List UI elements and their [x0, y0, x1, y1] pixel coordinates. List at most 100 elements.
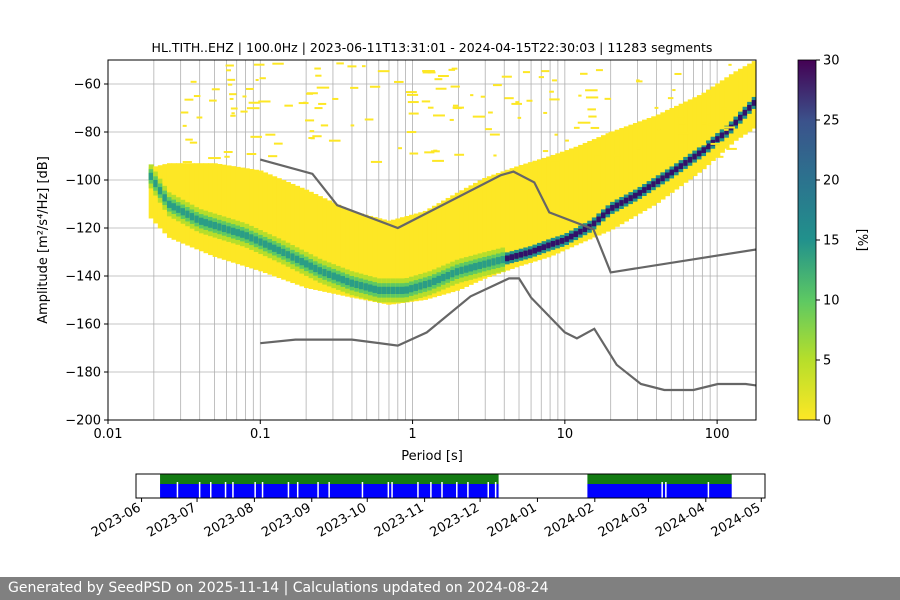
colorbar-label: [%] [854, 229, 869, 252]
psd-density-sparse [408, 112, 419, 115]
availability-bars [160, 474, 732, 498]
psd-density-high [313, 264, 319, 273]
psd-density-high [486, 259, 492, 267]
psd-density-low [299, 187, 305, 287]
psd-density-low [377, 218, 383, 303]
psd-density-low [518, 164, 524, 266]
psd-density-high [477, 261, 483, 270]
psd-density-high [381, 286, 387, 294]
psd-density-high [299, 258, 305, 266]
psd-density-low [600, 135, 607, 234]
psd-density-low [208, 163, 214, 256]
psd-density-peak [696, 150, 703, 157]
psd-density-high [230, 227, 237, 235]
psd-density-sparse [433, 114, 445, 117]
colorbar-tick-label: 20 [823, 174, 840, 189]
availability-gap [328, 482, 330, 498]
psd-density-low [500, 171, 506, 273]
psd-density-sparse [485, 128, 492, 131]
psd-density-low [322, 198, 328, 292]
psd-density-low [477, 180, 483, 281]
psd-density-peak [733, 119, 739, 126]
psd-density-low [235, 166, 241, 265]
psd-density-low [217, 163, 223, 259]
psd-density-high [185, 210, 191, 218]
psd-density-high [349, 279, 355, 287]
psd-density-sparse [190, 80, 197, 83]
psd-density-high [203, 219, 209, 227]
psd-density-low [331, 202, 337, 294]
availability-gap [487, 482, 489, 498]
availability-gap [430, 482, 432, 498]
psd-density-low [212, 163, 218, 257]
psd-density-low [404, 215, 410, 303]
psd-density-peak [605, 208, 611, 215]
psd-density-sparse [449, 118, 454, 121]
psd-density-peak [573, 231, 579, 237]
psd-density-sparse [180, 111, 189, 114]
psd-density-sparse [185, 138, 193, 141]
psd-density-low [591, 139, 597, 238]
psd-density-sparse [554, 133, 558, 136]
psd-density-high [473, 263, 479, 271]
psd-density-low [468, 185, 474, 285]
y-tick-label: −80 [74, 126, 101, 141]
psd-density-sparse [578, 94, 582, 97]
psd-density-low [372, 217, 378, 303]
psd-density-low [678, 103, 684, 187]
psd-density-high [262, 240, 269, 248]
psd-density-high [221, 224, 227, 233]
psd-density-low [724, 77, 730, 149]
availability-tick-label: 2024-03 [596, 500, 651, 540]
chart-title: HL.TITH..EHZ | 100.0Hz | 2023-06-11T13:3… [152, 40, 713, 55]
psd-density-high [308, 262, 314, 270]
colorbar-ticks: 0 5 10 15 20 25 30 [816, 54, 840, 429]
x-axis-ticks: 0.01 0.1 1 10 100 [94, 420, 730, 442]
psd-density-sparse [549, 90, 554, 93]
psd-density-sparse [361, 65, 366, 68]
psd-density-sparse [272, 62, 284, 65]
psd-density-sparse [448, 68, 456, 71]
psd-density-sparse [350, 124, 355, 127]
psd-density-low [541, 157, 547, 259]
psd-density-low [706, 89, 712, 166]
psd-density-sparse [636, 147, 641, 150]
footer-bar: Generated by SeedPSD on 2025-11-14 | Cal… [0, 577, 900, 600]
psd-density-high [208, 220, 214, 228]
psd-density-high [235, 229, 241, 237]
psd-density-low [367, 215, 374, 302]
colorbar-gradient [797, 59, 817, 421]
psd-density-low [335, 204, 342, 295]
psd-plot-area: 0.01 0.1 1 10 100 −60 −80 −100 −120 −140 −160 −180… [36, 59, 757, 464]
psd-density-sparse [318, 102, 327, 105]
psd-density-peak [642, 187, 648, 193]
psd-density-peak [610, 205, 616, 211]
colorbar: 0 5 10 15 20 25 30 [%] [797, 54, 869, 429]
y-tick-label: −180 [65, 366, 101, 381]
psd-density-low [632, 123, 639, 217]
psd-density-sparse [723, 128, 729, 131]
psd-density-low [326, 200, 333, 293]
psd-density-high [422, 281, 428, 289]
psd-density-peak [568, 233, 575, 240]
noise-model-low-line [260, 277, 756, 392]
psd-density-high [441, 273, 447, 282]
psd-density-sparse [542, 150, 549, 153]
x-tick-label: 100 [705, 427, 730, 442]
psd-density-low [349, 211, 355, 298]
psd-density-peak [683, 160, 689, 166]
psd-density-sparse [316, 86, 330, 89]
psd-density-high [290, 253, 296, 261]
psd-density-sparse [654, 106, 659, 109]
x-tick-label: 1 [408, 427, 416, 442]
psd-density-high [367, 284, 374, 292]
psd-density-high [335, 274, 342, 282]
psd-density-peak [674, 166, 680, 173]
psd-density-low [619, 128, 625, 225]
psd-density-high [148, 172, 154, 180]
psd-density-sparse [242, 95, 247, 98]
psd-density-low [509, 168, 515, 269]
psd-density-sparse [501, 75, 512, 78]
psd-density-peak [664, 172, 671, 179]
psd-density-high [180, 208, 186, 216]
